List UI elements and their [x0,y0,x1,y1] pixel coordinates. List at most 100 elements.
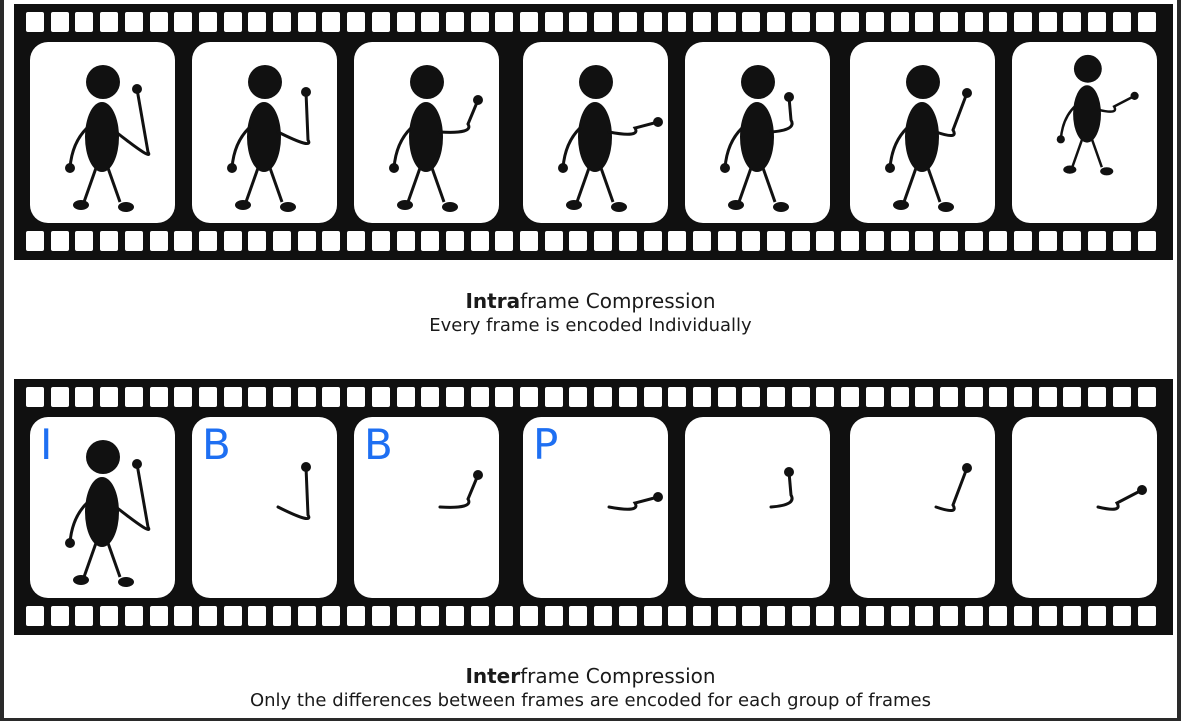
stick-figure [885,65,972,212]
border-right [1177,0,1181,721]
figure-left-foot [893,200,909,210]
sprocket-hole [1088,606,1107,626]
sprocket-hole [841,12,860,32]
sprocket-hole [717,606,736,626]
figure-right-arm [276,465,311,521]
figure-head [86,440,120,474]
figure-left-foot [1063,165,1077,174]
frame-drawing [227,65,311,212]
sprocket-hole [742,606,761,626]
sprocket-hole [915,387,934,407]
sprocket-hole [668,606,687,626]
figure-right-foot [1100,167,1114,176]
sprocket-hole [322,12,341,32]
figure-body [85,477,119,547]
sprocket-hole [347,387,366,407]
sprocket-hole [890,12,909,32]
sprocket-hole [989,606,1008,626]
sprocket-hole [149,12,168,32]
figure-right-arm [438,473,480,509]
interframe-frame: B [354,417,499,598]
sprocket-hole [248,387,267,407]
sprocket-hole [643,387,662,407]
sprocket-hole [421,12,440,32]
sprocket-hole [347,12,366,32]
sprocket-hole [322,387,341,407]
interframe-frame: I [30,417,175,598]
figure-right-arm [276,90,311,146]
sprocket-hole [100,606,119,626]
sprocket-hole [989,387,1008,407]
intraframe-frame [523,42,668,223]
sprocket-hole [594,12,613,32]
sprocket-hole [198,606,217,626]
interframe-frame [685,417,830,598]
sprocket-hole [273,387,291,407]
sprocket-hole [470,231,489,251]
sprocket-hole [841,387,860,407]
sprocket-hole [1137,606,1156,626]
sprocket-hole [75,606,94,626]
figure-left-leg [902,167,918,203]
intraframe-title-bold: Intra [465,289,521,313]
figure-right-arm [934,466,969,512]
sprocket-hole [445,231,464,251]
sprocket-hole [890,606,909,626]
sprocket-hole [791,387,810,407]
sprocket-hole [915,12,934,32]
figure-right-hand [1137,485,1147,495]
sprocket-hole [668,12,687,32]
sprocket-hole [1137,231,1156,251]
stick-figure [720,65,794,212]
figure-right-foot [773,202,789,212]
sprocket-hole [149,387,168,407]
sprocket-hole [816,231,835,251]
sprocket-hole [396,606,415,626]
sprocket-hole [544,12,563,32]
sprocket-hole [495,231,514,251]
sprocket-hole [248,12,267,32]
stick-figure [65,65,151,212]
frame-drawing [1056,54,1139,176]
sprocket-hole [569,387,588,407]
figure-left-foot [73,200,89,210]
moved-arm [438,470,483,509]
sprocket-hole [495,12,514,32]
interframe-frame [1012,417,1157,598]
moved-arm [276,462,311,521]
sprocket-hole [989,12,1008,32]
border-bottom [0,718,1181,721]
figure-head [248,65,282,99]
sprocket-hole [717,231,736,251]
sprocket-hole [174,12,193,32]
sprocket-hole [1112,231,1131,251]
figure-body [409,102,443,172]
intraframe-caption: Intraframe Compression Every frame is en… [0,288,1181,338]
sprocket-hole [1063,387,1082,407]
figure-right-hand [1130,91,1139,100]
sprocket-hole [742,231,761,251]
sprocket-hole [1063,606,1082,626]
sprocket-hole [643,231,662,251]
figure-body [1073,85,1101,143]
sprocket-hole [297,606,316,626]
sprocket-hole [1038,387,1057,407]
figure-right-arm [607,495,660,511]
sprocket-hole [791,12,810,32]
figure-right-hand [653,492,663,502]
sprocket-hole [198,387,217,407]
frame-drawing [607,492,663,511]
sprocket-hole [964,12,983,32]
figure-body [740,102,774,172]
sprocket-hole [594,231,613,251]
sprocket-hole [371,606,390,626]
frame-drawing [65,440,151,587]
figure-right-foot [611,202,627,212]
interframe-frame [850,417,995,598]
intraframe-frame [685,42,830,223]
figure-right-hand [301,87,311,97]
figure-left-leg [244,167,260,203]
figure-right-hand [962,88,972,98]
figure-right-leg [599,167,615,203]
